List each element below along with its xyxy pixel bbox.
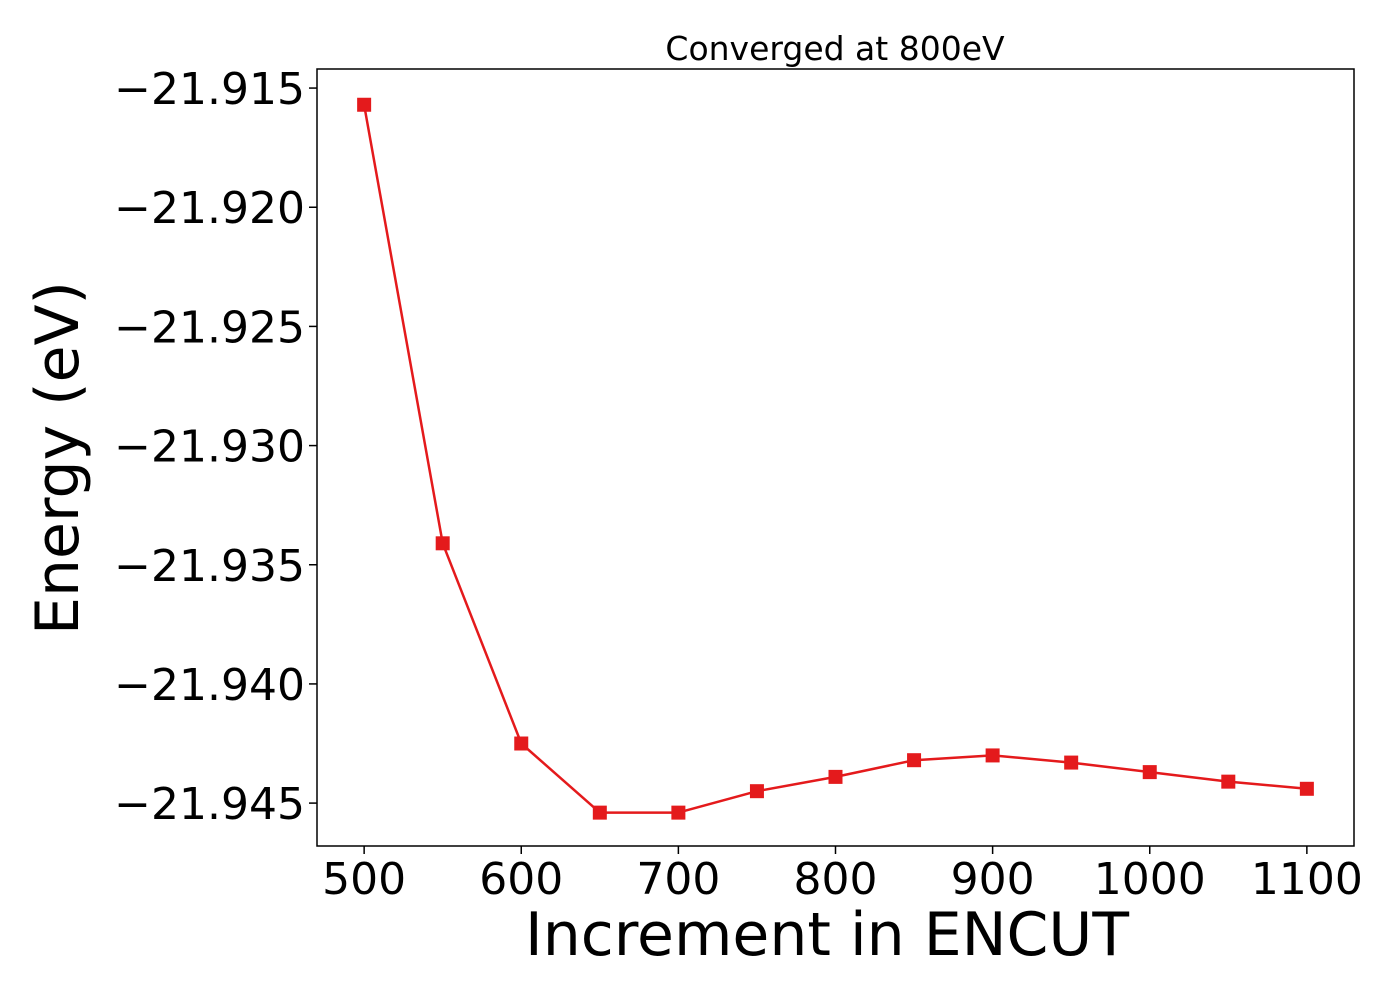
y-tick-label: −21.925 bbox=[114, 302, 305, 353]
data-point-marker bbox=[1299, 781, 1314, 796]
y-tick-label: −21.920 bbox=[114, 183, 305, 234]
y-tick-label: −21.915 bbox=[114, 64, 305, 115]
y-tick-label: −21.945 bbox=[114, 779, 305, 830]
data-point-marker bbox=[1221, 774, 1236, 789]
plot-frame bbox=[316, 68, 1355, 847]
chart-title: Converged at 800eV bbox=[665, 29, 1005, 68]
y-tick-label: −21.935 bbox=[114, 541, 305, 592]
x-tick-label: 600 bbox=[479, 854, 563, 905]
data-point-marker bbox=[671, 805, 686, 820]
y-axis-label: Energy (eV) bbox=[23, 281, 93, 635]
data-point-marker bbox=[828, 769, 843, 784]
data-point-marker bbox=[907, 753, 922, 768]
x-tick-label: 500 bbox=[322, 854, 406, 905]
x-tick-label: 1000 bbox=[1094, 854, 1206, 905]
data-point-marker bbox=[1064, 755, 1079, 770]
y-tick-label: −21.940 bbox=[114, 660, 305, 711]
x-tick-label: 1100 bbox=[1251, 854, 1363, 905]
x-tick-label: 700 bbox=[636, 854, 720, 905]
data-point-marker bbox=[357, 97, 372, 112]
x-tick-label: 900 bbox=[951, 854, 1035, 905]
data-point-marker bbox=[592, 805, 607, 820]
y-tick-label: −21.930 bbox=[114, 422, 305, 473]
data-point-marker bbox=[749, 784, 764, 799]
data-point-marker bbox=[1142, 765, 1157, 780]
x-axis-label: Increment in ENCUT bbox=[525, 900, 1129, 970]
x-tick-label: 800 bbox=[794, 854, 878, 905]
series-line bbox=[362, 104, 1308, 814]
data-point-marker bbox=[435, 536, 450, 551]
data-point-marker bbox=[514, 736, 529, 751]
data-point-marker bbox=[985, 748, 1000, 763]
